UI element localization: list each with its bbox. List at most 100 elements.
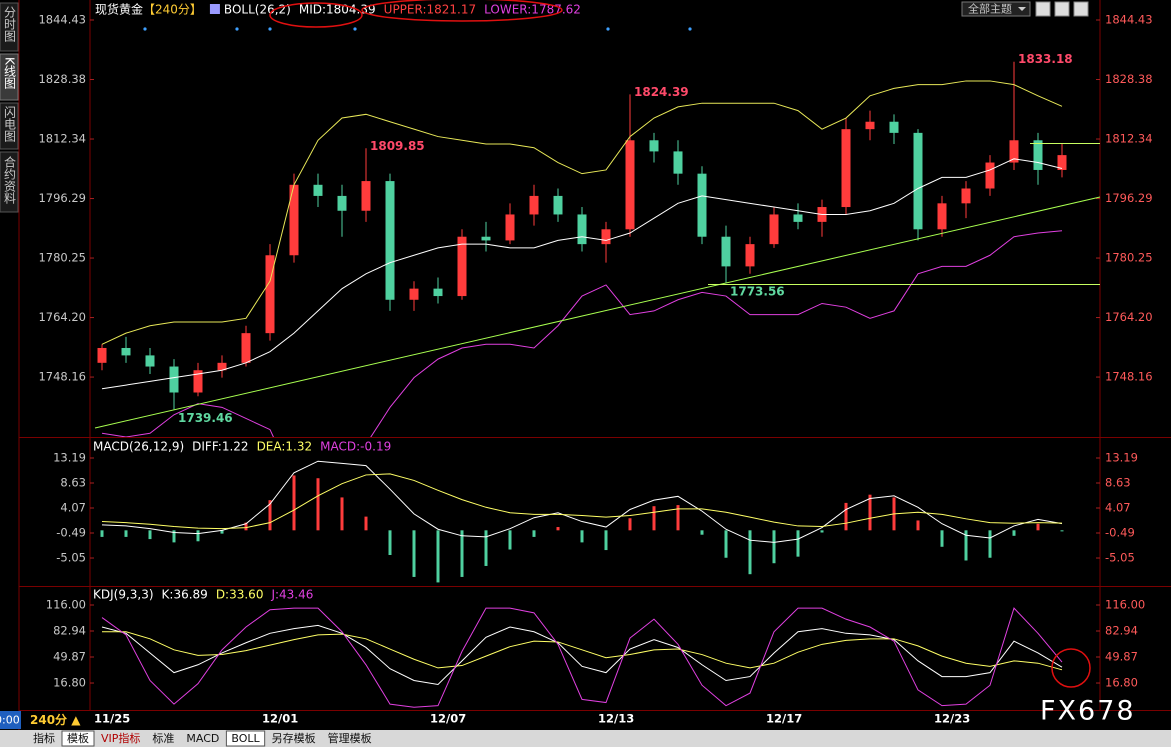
toolbar-tab-label[interactable]: VIP指标 (101, 731, 140, 745)
y-tick-label: 1748.16 (38, 370, 86, 384)
low-label: 1739.46 (178, 411, 233, 425)
y-tick-label-right: 8.63 (1105, 475, 1131, 489)
toolbar-tab-label[interactable]: BOLL (231, 732, 260, 745)
toolbar-tab-label[interactable]: 模板 (67, 731, 89, 745)
theme-label[interactable]: 全部主题 (968, 2, 1012, 16)
candle-body (241, 333, 251, 363)
candle-body (217, 362, 227, 371)
sidebar-label[interactable]: 合约资料 (3, 155, 17, 204)
candle-body (913, 132, 923, 230)
panel (101, 607, 1063, 708)
legend-label: MACD:-0.19 (320, 440, 391, 454)
toolbar-tabs: 指标 模板 VIP指标 标准 MACD BOLL 另存模板 管理模板 (28, 730, 377, 747)
y-tick-label: 82.94 (53, 623, 86, 637)
y-tick-label-right: 82.94 (1105, 623, 1138, 637)
toolbar-tab-label[interactable]: 指标 (33, 731, 55, 745)
chart-layer: 现货黄金 【240分】 BOLL(26,2) MID:1804.39 UPPER:182… (38, 2, 1152, 726)
candle-body (145, 355, 155, 367)
high-label: 1809.85 (370, 139, 425, 153)
y-tick-label: 4.07 (60, 501, 86, 515)
y-tick-label-right: 1748.16 (1105, 370, 1153, 384)
toolbar-tab-label[interactable]: 标准 (152, 731, 174, 745)
y-tick-label-right: -0.49 (1105, 526, 1135, 540)
toolbar-tab[interactable] (181, 731, 225, 746)
legend-label: K:36.89 (162, 588, 208, 602)
high-label: 1833.18 (1018, 52, 1073, 66)
candle-body (121, 347, 131, 356)
candle-body (625, 140, 635, 230)
y-tick-label: 1796.29 (38, 191, 86, 205)
x-tick-label: 11/25 (94, 712, 130, 726)
y-tick-label: 1812.34 (38, 132, 86, 146)
toolbar-tab[interactable] (147, 731, 180, 746)
legend-label: UPPER:1821.17 (384, 3, 476, 17)
highlight-circle (1051, 648, 1091, 688)
y-tick-label: 13.19 (53, 450, 86, 464)
indicator-line (101, 460, 1063, 543)
panel (97, 61, 1067, 437)
toolbar-tab-label[interactable]: MACD (186, 732, 219, 745)
y-tick-label-right: 1764.20 (1105, 310, 1153, 324)
theme-dropdown[interactable] (961, 1, 1031, 17)
candle-body (457, 236, 467, 297)
toolbar-tab[interactable] (322, 731, 377, 746)
legend-label: BOLL(26,2) (224, 3, 291, 17)
sidebar-tab[interactable] (0, 151, 19, 213)
candle-body (865, 121, 875, 130)
candle-body (385, 181, 395, 300)
candle-body (529, 195, 539, 215)
candle-body (889, 121, 899, 133)
candle-body (769, 214, 779, 245)
y-tick-label-right: 1812.34 (1105, 132, 1153, 146)
sidebar-label[interactable]: 闪电图 (3, 106, 17, 142)
window-button[interactable] (1054, 1, 1070, 17)
candle-body (1057, 155, 1067, 170)
y-tick-label: -0.49 (56, 526, 86, 540)
sidebar-label[interactable]: K线图 (3, 57, 17, 89)
candle-body (553, 195, 563, 215)
candle-body (721, 236, 731, 267)
toolbar-tab-label[interactable]: 管理模板 (328, 731, 372, 745)
indicator-line (102, 631, 1063, 671)
panel (100, 460, 1064, 583)
high-label: 1824.39 (634, 85, 689, 99)
y-tick-label-right: 1780.25 (1105, 251, 1153, 265)
sidebar-tab-active[interactable] (0, 53, 19, 101)
window-button[interactable] (1073, 1, 1089, 17)
window-button[interactable] (1035, 1, 1051, 17)
indicator-line (101, 230, 1063, 437)
toolbar-tab-label[interactable]: 另存模板 (272, 731, 316, 745)
toolbar-tab[interactable] (225, 730, 266, 747)
y-tick-label: 1764.20 (38, 310, 86, 324)
highlight-ellipse (269, 2, 363, 28)
y-tick-label: 116.00 (46, 597, 86, 611)
x-tick-label: 12/13 (598, 712, 634, 726)
toolbar-tab[interactable] (61, 730, 95, 747)
legend-label: MID:1804.39 (299, 3, 376, 17)
legend-label: J:43.46 (270, 588, 313, 602)
y-tick-label: 1828.38 (38, 72, 86, 86)
toolbar-tab[interactable] (266, 731, 321, 746)
toolbar-tab[interactable] (96, 731, 146, 746)
y-tick-label-right: 49.87 (1105, 650, 1138, 664)
toolbar-tab[interactable] (28, 731, 60, 746)
sidebar-label[interactable]: 分时图 (3, 6, 17, 42)
y-tick-label-right: 16.80 (1105, 676, 1138, 690)
candle-body (313, 184, 323, 196)
legend-label: LOWER:1787.62 (484, 3, 581, 17)
sidebar-tab[interactable] (0, 102, 19, 150)
period-label[interactable]: 240分 ▲ (30, 712, 81, 727)
time-label: 00:00 (0, 714, 20, 727)
sidebar-tab[interactable] (0, 2, 19, 52)
x-tick-label: 12/23 (934, 712, 970, 726)
y-tick-label-right: -5.05 (1105, 551, 1135, 565)
indicator-icon (209, 4, 220, 14)
candle-body (745, 244, 755, 267)
indicator-line (101, 607, 1063, 708)
y-tick-label: 1844.43 (38, 13, 86, 27)
x-tick-label: 12/07 (430, 712, 466, 726)
x-tick-label: 12/01 (262, 712, 298, 726)
y-tick-label-right: 4.07 (1105, 501, 1131, 515)
candle-body (433, 288, 443, 297)
y-tick-label-right: 13.19 (1105, 450, 1138, 464)
